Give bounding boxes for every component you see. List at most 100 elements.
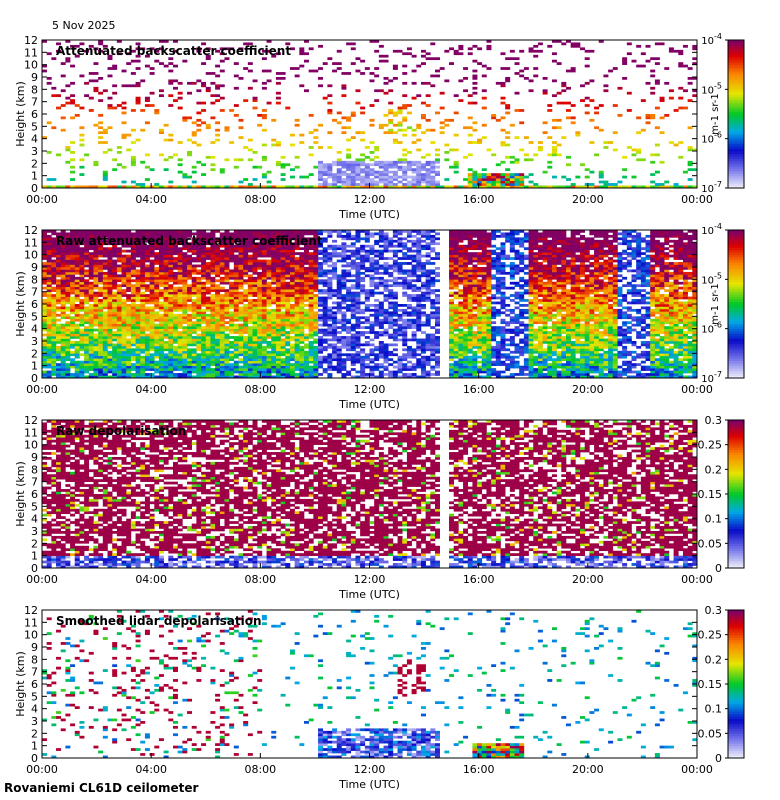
colorbar-segment <box>728 533 744 537</box>
colorbar-segment <box>728 444 744 448</box>
colorbar-segment <box>728 284 744 288</box>
x-tick-label: 04:00 <box>135 573 167 586</box>
colorbar-tick-exponent: -4 <box>714 222 722 231</box>
x-axis-label: Time (UTC) <box>338 588 400 601</box>
colorbar-tick-exponent: -6 <box>714 131 722 140</box>
colorbar-segment <box>728 338 744 342</box>
colorbar-segment <box>728 560 744 564</box>
colorbar-segment <box>728 498 744 502</box>
colorbar-segment <box>728 336 744 340</box>
colorbar-segment <box>728 543 744 547</box>
colorbar-segment <box>728 363 744 367</box>
colorbar-segment <box>728 57 744 61</box>
colorbar-segment <box>728 279 744 283</box>
y-tick-label: 0 <box>31 182 38 195</box>
y-tick-label: 10 <box>24 439 38 452</box>
colorbar-segment <box>728 247 744 251</box>
colorbar-segment <box>728 123 744 127</box>
panel-title: Raw attenuated backscatter coefficient <box>56 234 323 248</box>
colorbar-segment <box>728 350 744 354</box>
y-tick-label: 11 <box>24 616 38 629</box>
x-tick-label: 00:00 <box>26 763 58 776</box>
y-tick-label: 11 <box>24 426 38 439</box>
x-tick-label: 00:00 <box>681 573 713 586</box>
colorbar-segment <box>728 81 744 85</box>
colorbar-segment <box>728 370 744 374</box>
colorbar-segment <box>728 708 744 712</box>
x-tick-label: 04:00 <box>135 383 167 396</box>
colorbar-segment <box>728 553 744 557</box>
colorbar-segment <box>728 669 744 673</box>
colorbar-segment <box>728 686 744 690</box>
colorbar-segment <box>728 422 744 426</box>
colorbar-tick-label: 0 <box>715 752 722 765</box>
colorbar-segment <box>728 281 744 285</box>
y-axis-label: Height (km) <box>14 651 27 717</box>
colorbar-segment <box>728 666 744 670</box>
y-tick-label: 2 <box>31 727 38 740</box>
colorbar-segment <box>728 230 744 233</box>
colorbar-segment <box>728 489 744 493</box>
colorbar-segment <box>728 654 744 658</box>
colorbar-segment <box>728 109 744 113</box>
colorbar-segment <box>728 148 744 152</box>
colorbar-segment <box>728 469 744 473</box>
y-tick-label: 5 <box>31 690 38 703</box>
y-axis-label: Height (km) <box>14 271 27 337</box>
x-tick-label: 00:00 <box>26 383 58 396</box>
colorbar-segment <box>728 128 744 132</box>
colorbar-segment <box>728 232 744 236</box>
colorbar-segment <box>728 550 744 554</box>
y-tick-label: 9 <box>31 451 38 464</box>
colorbar-tick-exponent: -7 <box>714 180 722 189</box>
colorbar-segment <box>728 706 744 710</box>
colorbar-segment <box>728 753 744 757</box>
colorbar-segment <box>728 723 744 727</box>
colorbar-tick-label: 0.15 <box>698 488 723 501</box>
x-axis-label: Time (UTC) <box>338 778 400 791</box>
colorbar-segment <box>728 743 744 747</box>
colorbar-segment <box>728 506 744 510</box>
colorbar-segment <box>728 234 744 238</box>
y-tick-label: 10 <box>24 629 38 642</box>
y-tick-label: 10 <box>24 249 38 262</box>
colorbar-segment <box>728 701 744 705</box>
x-tick-label: 16:00 <box>463 193 495 206</box>
y-tick-label: 8 <box>31 83 38 96</box>
colorbar-segment <box>728 565 744 569</box>
colorbar-segment <box>728 474 744 478</box>
colorbar-segment <box>728 486 744 490</box>
colorbar-segment <box>728 696 744 700</box>
colorbar-segment <box>728 99 744 103</box>
colorbar-segment <box>728 610 744 613</box>
colorbar-segment <box>728 262 744 266</box>
y-tick-label: 8 <box>31 273 38 286</box>
colorbar-segment <box>728 62 744 66</box>
colorbar-frame <box>727 39 745 189</box>
colorbar-segment <box>728 89 744 93</box>
colorbar-segment <box>728 713 744 717</box>
colorbar-segment <box>728 185 744 189</box>
y-tick-label: 3 <box>31 525 38 538</box>
x-tick-label: 20:00 <box>572 383 604 396</box>
colorbar-segment <box>728 333 744 337</box>
y-tick-label: 0 <box>31 752 38 765</box>
colorbar-segment <box>728 173 744 177</box>
colorbar-segment <box>728 612 744 616</box>
colorbar-segment <box>728 491 744 495</box>
colorbar-segment <box>728 503 744 507</box>
colorbar-segment <box>728 104 744 108</box>
panel-title: Raw depolarisation <box>56 424 186 438</box>
colorbar-segment <box>728 523 744 527</box>
x-tick-label: 16:00 <box>463 573 495 586</box>
colorbar-segment <box>728 341 744 344</box>
colorbar-segment <box>728 647 744 650</box>
colorbar-segment <box>728 163 744 167</box>
colorbar-tick-label: 10-4 <box>701 222 722 237</box>
colorbar-segment <box>728 671 744 675</box>
colorbar-4: 0 0.05 0.1 0.15 0.2 0.25 0.3 <box>698 604 745 765</box>
colorbar-segment <box>728 718 744 722</box>
y-tick-label: 4 <box>31 513 38 526</box>
